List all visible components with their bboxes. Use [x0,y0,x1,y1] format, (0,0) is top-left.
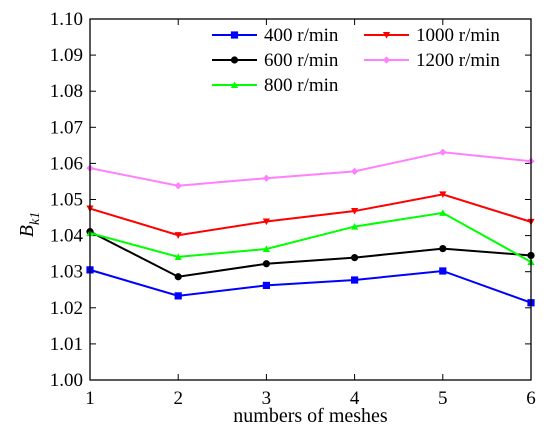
data-point [351,207,359,215]
data-point [262,260,270,268]
data-point [351,167,359,175]
data-point [174,232,182,239]
legend-item: 600 r/min [212,50,339,71]
data-point [262,245,270,253]
y-tick-label: 1.02 [50,298,83,319]
y-tick-label: 1.00 [50,370,83,391]
legend-item: 400 r/min [212,25,339,46]
data-point [174,253,182,260]
legend-label: 600 r/min [264,50,339,71]
series-line [89,230,532,278]
x-axis-title: numbers of meshes [233,405,388,427]
series-group [86,148,535,307]
y-axis-title: Bk1 [16,212,43,237]
data-point [262,174,270,182]
series-line [89,211,532,263]
series-1200-r-min [86,148,535,190]
data-point [439,148,447,156]
legend-item: 1200 r/min [364,50,500,71]
x-tick-label: 4 [350,388,360,409]
x-tick-label: 1 [85,388,95,409]
series-800-r-min [86,209,535,266]
data-point [439,191,447,199]
tick-labels: 1.00 1.01 1.02 1.03 1.04 1.05 1.06 1.07 1.08 1.09… [50,9,536,409]
y-tick-label: 1.01 [50,334,83,355]
data-point [351,276,359,284]
data-point [262,281,270,290]
y-axis-title-subscript: k1 [28,212,43,225]
series-line [89,193,532,237]
y-tick-label: 1.08 [50,81,83,102]
legend: 400 r/min 1000 r/min 600 r/min 1200 r/min 80… [212,25,500,96]
legend-marker [230,81,239,89]
legend-label: 1000 r/min [416,25,500,46]
data-point [174,182,182,190]
y-tick-label: 1.04 [50,226,84,247]
legend-item: 1000 r/min [364,25,500,46]
data-point [351,222,359,230]
axis-ticks [89,18,532,381]
y-tick-label: 1.09 [50,45,83,66]
y-axis-title-main: B [16,225,38,237]
series-400-r-min [86,266,535,307]
y-tick-label: 1.06 [50,153,83,174]
data-point [439,244,447,253]
legend-label: 800 r/min [264,75,339,96]
data-point [439,267,447,275]
series-line [89,268,532,304]
x-tick-label: 6 [526,388,536,409]
plot-frame [89,18,532,381]
data-point [262,218,270,226]
y-tick-label: 1.07 [50,117,83,138]
x-tick-label: 3 [262,388,272,409]
y-tick-label: 1.10 [50,9,83,30]
legend-item: 800 r/min [212,75,339,96]
legend-label: 400 r/min [264,25,339,46]
data-point [351,254,359,262]
x-tick-label: 2 [173,388,183,409]
series-600-r-min [86,228,535,281]
data-point [174,273,182,281]
series-1000-r-min [86,191,535,239]
legend-marker [230,31,239,39]
series-line [89,151,532,187]
y-tick-label: 1.03 [50,262,83,283]
legend-marker [382,31,391,39]
legend-marker [230,56,239,64]
x-tick-label: 5 [438,388,448,409]
data-point [174,292,182,300]
data-point [439,209,447,216]
y-tick-label: 1.05 [50,190,83,211]
legend-marker [382,56,391,64]
legend-label: 1200 r/min [416,50,500,71]
